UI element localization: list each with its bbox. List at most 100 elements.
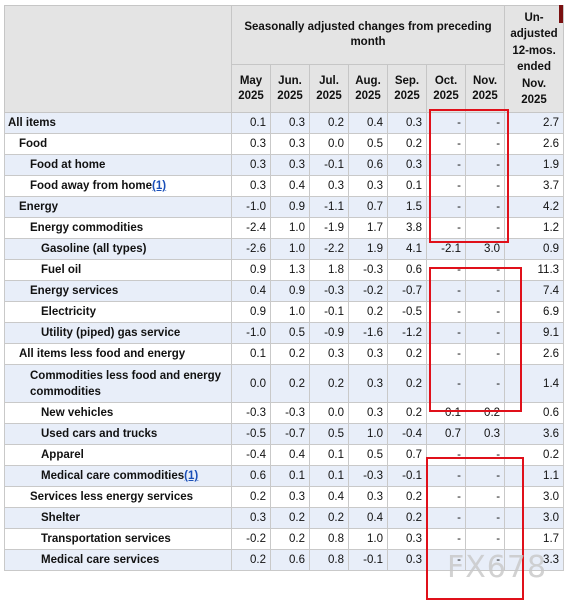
row-label-text: Energy bbox=[19, 201, 58, 213]
month-header-2: Jul. 2025 bbox=[309, 64, 349, 113]
cell-month-5: - bbox=[426, 364, 466, 403]
cell-month-6: - bbox=[464, 444, 506, 466]
cell-month-2: 0.1 bbox=[309, 465, 349, 487]
table-row: All items less food and energy 0.1 0.2 0.3 0… bbox=[4, 343, 565, 365]
cell-month-6: - bbox=[464, 196, 506, 218]
cell-month-2: 0.3 bbox=[309, 343, 349, 365]
cell-12mo: 2.6 bbox=[504, 343, 565, 365]
table-row: Services less energy services 0.2 0.3 0.4 0.… bbox=[4, 486, 565, 508]
cell-month-5: 0.7 bbox=[426, 423, 466, 445]
cell-month-6: 3.0 bbox=[464, 238, 506, 260]
cell-month-4: 0.6 bbox=[387, 259, 427, 281]
cell-month-4: -0.5 bbox=[387, 301, 427, 323]
cell-12mo: 1.1 bbox=[504, 465, 565, 487]
month-header-4: Sep. 2025 bbox=[387, 64, 427, 113]
cell-month-5: - bbox=[426, 465, 466, 487]
row-label: Energy bbox=[4, 196, 232, 218]
table-row: Commodities less food and energy commodi… bbox=[4, 364, 565, 403]
cell-month-4: 0.2 bbox=[387, 364, 427, 403]
cell-month-2: 0.4 bbox=[309, 486, 349, 508]
month-header-3: Aug. 2025 bbox=[348, 64, 388, 113]
cell-month-3: -0.2 bbox=[348, 280, 388, 302]
cell-month-4: 0.2 bbox=[387, 343, 427, 365]
cell-month-3: 0.5 bbox=[348, 133, 388, 155]
table-row: Food at home 0.3 0.3 -0.1 0.6 0.3- -1.9 bbox=[4, 154, 565, 176]
month-header-0: May 2025 bbox=[231, 64, 271, 113]
cell-month-0: 0.3 bbox=[231, 133, 271, 155]
row-label-text: Electricity bbox=[41, 306, 96, 318]
cell-month-6: - bbox=[464, 549, 506, 571]
row-label: Apparel bbox=[4, 444, 232, 466]
table-row: Used cars and trucks -0.5 -0.7 0.5 1.0 -0.4 0.… bbox=[4, 423, 565, 445]
table-row: Energy commodities -2.4 1.0 -1.9 1.7 3.8- -1.2 bbox=[4, 217, 565, 239]
cell-month-3: 0.2 bbox=[348, 301, 388, 323]
table-row: All items 0.1 0.3 0.2 0.4 0.3- -2.7 bbox=[4, 112, 565, 134]
cell-month-0: -1.0 bbox=[231, 322, 271, 344]
row-label-text: New vehicles bbox=[41, 407, 114, 419]
row-label-text: Transportation services bbox=[41, 533, 171, 545]
table-row: Medical care commodities(1) 0.6 0.1 0.1 -0.3… bbox=[4, 465, 565, 487]
cell-month-2: -0.9 bbox=[309, 322, 349, 344]
cell-month-4: 3.8 bbox=[387, 217, 427, 239]
cell-month-4: -0.7 bbox=[387, 280, 427, 302]
row-label-text: Energy commodities bbox=[30, 222, 144, 234]
cell-month-3: 1.0 bbox=[348, 423, 388, 445]
cell-month-3: -0.3 bbox=[348, 259, 388, 281]
row-label-text: Services less energy services bbox=[30, 491, 194, 503]
cell-month-0: 0.2 bbox=[231, 486, 271, 508]
cpi-table: Seasonally adjusted changes from precedi… bbox=[4, 5, 565, 571]
cell-month-1: -0.7 bbox=[270, 423, 310, 445]
row-label: Shelter bbox=[4, 507, 232, 529]
cell-month-5: - bbox=[426, 301, 466, 323]
cell-month-3: 0.3 bbox=[348, 364, 388, 403]
cell-month-5: - bbox=[426, 196, 466, 218]
cell-month-2: -2.2 bbox=[309, 238, 349, 260]
cell-month-2: -0.3 bbox=[309, 280, 349, 302]
cell-month-4: 0.3 bbox=[387, 528, 427, 550]
cell-month-4: 0.7 bbox=[387, 444, 427, 466]
footnote-link[interactable]: (1) bbox=[152, 180, 167, 192]
cell-month-1: 1.3 bbox=[270, 259, 310, 281]
cell-month-6: 0.3 bbox=[464, 423, 506, 445]
row-label-text: Food away from home bbox=[30, 180, 153, 192]
row-label-text: Food bbox=[19, 138, 48, 150]
cell-month-2: -0.1 bbox=[309, 301, 349, 323]
table-row: Shelter 0.3 0.2 0.2 0.4 0.2- -3.0 bbox=[4, 507, 565, 529]
cell-month-3: 1.0 bbox=[348, 528, 388, 550]
cell-month-2: -0.1 bbox=[309, 154, 349, 176]
group-header: Seasonally adjusted changes from precedi… bbox=[230, 5, 506, 65]
cell-month-2: 0.1 bbox=[309, 444, 349, 466]
cell-month-4: 4.1 bbox=[387, 238, 427, 260]
row-label-text: All items less food and energy bbox=[19, 348, 186, 360]
footnote-link[interactable]: (1) bbox=[184, 470, 199, 482]
cell-month-5: - bbox=[426, 549, 466, 571]
cell-month-2: 0.8 bbox=[309, 549, 349, 571]
cell-month-1: 0.2 bbox=[270, 343, 310, 365]
cell-month-6: - bbox=[464, 154, 506, 176]
cell-month-1: 1.0 bbox=[270, 238, 310, 260]
cell-month-4: -1.2 bbox=[387, 322, 427, 344]
row-label-text: Fuel oil bbox=[41, 264, 82, 276]
cell-12mo: 0.6 bbox=[504, 402, 565, 424]
cell-month-3: 0.4 bbox=[348, 112, 388, 134]
cell-12mo: 3.0 bbox=[504, 486, 565, 508]
cell-month-2: 0.2 bbox=[309, 112, 349, 134]
row-label: Medical care commodities(1) bbox=[4, 465, 232, 487]
row-label: Food bbox=[4, 133, 232, 155]
cell-month-5: - bbox=[426, 444, 466, 466]
cell-month-3: 0.3 bbox=[348, 402, 388, 424]
cell-12mo: 3.3 bbox=[504, 549, 565, 571]
cell-month-6: - bbox=[464, 301, 506, 323]
cell-month-1: 1.0 bbox=[270, 217, 310, 239]
cell-month-2: 0.0 bbox=[309, 402, 349, 424]
table-row: Transportation services -0.2 0.2 0.8 1.0 0.3-… bbox=[4, 528, 565, 550]
cell-12mo: 9.1 bbox=[504, 322, 565, 344]
row-label-text: Commodities less food and energy commodi… bbox=[30, 369, 222, 398]
cell-month-2: -1.1 bbox=[309, 196, 349, 218]
row-label: Electricity bbox=[4, 301, 232, 323]
table-row: Fuel oil 0.9 1.3 1.8 -0.3 0.6- -11.3 bbox=[4, 259, 565, 281]
cell-month-1: 0.3 bbox=[270, 112, 310, 134]
row-label-text: Used cars and trucks bbox=[41, 428, 158, 440]
cell-month-0: 0.3 bbox=[231, 154, 271, 176]
corner-marker bbox=[559, 5, 563, 23]
